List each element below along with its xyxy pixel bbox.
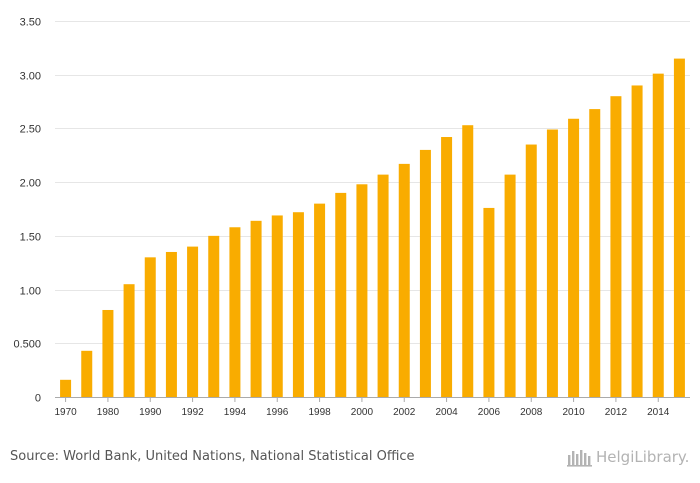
x-tick: 2014 [647, 397, 670, 418]
x-tick-label: 2008 [520, 407, 543, 418]
bar-1996[interactable] [271, 215, 283, 397]
brand-name: HelgiLibrary. [596, 448, 690, 466]
y-tick: 1.50 [20, 232, 41, 244]
x-tick-label: 2002 [393, 407, 416, 418]
bar-2007[interactable] [504, 174, 516, 397]
x-tick: 2012 [605, 397, 628, 418]
x-tick-label: 1994 [224, 407, 247, 418]
x-tick-label: 2000 [351, 407, 374, 418]
bar-2012[interactable] [610, 96, 622, 397]
x-axis-ticks: 1970 1980 1990 1992 1994 1996 1998 2000 2002 2004… [54, 397, 670, 418]
y-tick-label: 3.00 [20, 71, 41, 83]
bar-1970[interactable] [60, 379, 72, 397]
x-tick-label: 2010 [562, 407, 585, 418]
y-tick-label: 0 [35, 393, 41, 405]
library-logo-icon [567, 450, 592, 467]
x-tick: 2008 [520, 397, 543, 418]
bar-2000[interactable] [356, 184, 368, 397]
bar-2003[interactable] [419, 149, 431, 397]
y-tick: 0.500 [13, 339, 41, 351]
x-tick-label: 1970 [54, 407, 77, 418]
bar-1985[interactable] [123, 284, 135, 397]
x-tick-label: 1998 [308, 407, 331, 418]
bar-1975[interactable] [81, 350, 93, 397]
bar-2008[interactable] [525, 144, 537, 397]
bar-2004[interactable] [441, 137, 453, 397]
y-tick-label: 2.00 [20, 178, 41, 190]
y-tick-label: 3.50 [20, 17, 41, 29]
x-tick-label: 2014 [647, 407, 670, 418]
x-tick: 1980 [97, 397, 120, 418]
bar-1997[interactable] [292, 212, 304, 397]
bar-2014[interactable] [652, 73, 664, 397]
x-tick: 1970 [54, 397, 77, 418]
x-tick: 1994 [224, 397, 247, 418]
x-tick: 1990 [139, 397, 162, 418]
bar-2015[interactable] [673, 58, 685, 397]
x-tick: 2006 [478, 397, 501, 418]
x-tick-label: 1980 [97, 407, 120, 418]
grid-lines [55, 21, 690, 344]
bar-1993[interactable] [208, 235, 220, 397]
bar-1998[interactable] [314, 203, 326, 397]
y-tick-label: 1.00 [20, 286, 41, 298]
x-tick: 2000 [351, 397, 374, 418]
y-tick: 1.00 [20, 286, 41, 298]
bar-1994[interactable] [229, 227, 241, 397]
x-tick-label: 1996 [266, 407, 289, 418]
y-tick-label: 1.50 [20, 232, 41, 244]
y-tick: 0 [35, 393, 41, 405]
x-tick: 1992 [181, 397, 204, 418]
bar-2005[interactable] [462, 125, 474, 398]
bar-1999[interactable] [335, 192, 347, 397]
bar-2009[interactable] [546, 129, 558, 398]
bar-2006[interactable] [483, 207, 495, 397]
x-tick-label: 2006 [478, 407, 501, 418]
x-tick: 1996 [266, 397, 289, 418]
x-tick: 1998 [308, 397, 331, 418]
x-tick: 2004 [435, 397, 458, 418]
bar-2010[interactable] [568, 118, 580, 397]
y-tick: 2.50 [20, 124, 41, 136]
bar-1992[interactable] [187, 246, 199, 397]
x-tick: 2010 [562, 397, 585, 418]
bar-1990[interactable] [144, 257, 156, 397]
x-tick-label: 1992 [181, 407, 204, 418]
y-axis-ticks: 0 0.500 1.00 1.50 2.00 2.50 3.00 3.50 [13, 17, 41, 405]
x-tick: 2002 [393, 397, 416, 418]
y-tick-label: 2.50 [20, 124, 41, 136]
brand-logo[interactable]: HelgiLibrary. [567, 447, 689, 467]
x-tick-label: 1990 [139, 407, 162, 418]
bar-2011[interactable] [589, 109, 601, 397]
y-tick-label: 0.500 [13, 339, 41, 351]
bar-1995[interactable] [250, 220, 262, 397]
x-tick-label: 2012 [605, 407, 628, 418]
bar-2001[interactable] [377, 174, 389, 397]
bar-2013[interactable] [631, 85, 643, 398]
x-tick-label: 2004 [435, 407, 458, 418]
bar-1980[interactable] [102, 309, 114, 397]
source-note: Source: World Bank, United Nations, Nati… [10, 449, 415, 464]
y-tick: 3.00 [20, 71, 41, 83]
y-tick: 3.50 [20, 17, 41, 29]
bars [60, 58, 685, 398]
y-tick: 2.00 [20, 178, 41, 190]
bar-2002[interactable] [398, 163, 410, 397]
bar-1991[interactable] [165, 251, 177, 397]
